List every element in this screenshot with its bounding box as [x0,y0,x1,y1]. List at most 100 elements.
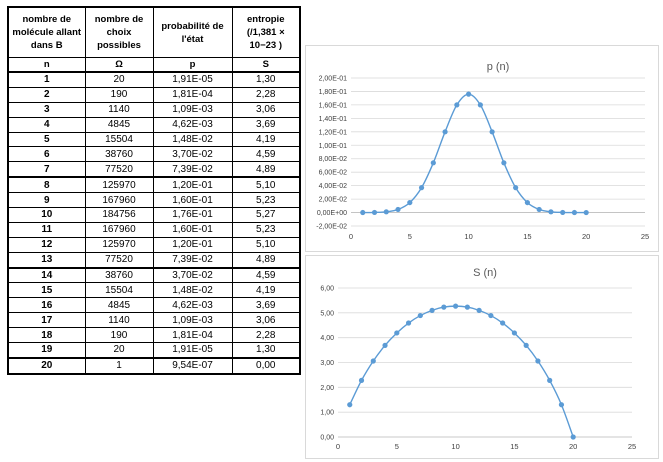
data-point[interactable] [570,434,576,440]
data-point[interactable] [583,209,589,216]
header-choices[interactable]: nombre de choix possibles [84,6,154,58]
cell-omega[interactable]: 77520 [84,161,154,179]
cell-p[interactable]: 7,39E-02 [152,161,233,179]
cell-n[interactable]: 3 [7,101,86,118]
cell-omega[interactable]: 15504 [84,282,154,299]
cell-p[interactable]: 4,62E-03 [152,116,233,133]
data-point[interactable] [383,209,389,215]
table-row[interactable]: 14 38760 3,70E-02 4,59 [7,267,301,284]
data-point[interactable] [536,206,542,213]
header-probability[interactable]: probabilité de l'état [152,6,233,58]
cell-s[interactable]: 5,10 [231,176,301,194]
cell-s[interactable]: 4,89 [231,251,301,269]
data-point[interactable] [347,402,353,408]
header-entropy[interactable]: entropie (/1,381 × 10−23 ) [231,6,301,58]
cell-p[interactable]: 3,70E-02 [152,146,233,163]
cell-s[interactable]: 2,28 [231,86,301,103]
cell-s[interactable]: 3,06 [231,101,301,118]
table-row[interactable]: 10 184756 1,76E-01 5,27 [7,207,301,223]
cell-p[interactable]: 1,20E-01 [152,236,233,253]
cell-n[interactable]: 9 [7,192,86,209]
cell-omega[interactable]: 190 [84,86,154,103]
cell-omega[interactable]: 167960 [84,192,154,209]
table-row[interactable]: 2 190 1,81E-04 2,28 [7,86,301,103]
data-point[interactable] [358,377,365,383]
data-point[interactable] [394,330,400,336]
symbol-n[interactable]: n [7,57,86,73]
symbol-s[interactable]: S [231,57,301,73]
data-point[interactable] [360,209,366,216]
data-point[interactable] [523,342,529,348]
cell-p[interactable]: 1,48E-02 [152,282,233,299]
cell-omega[interactable]: 1140 [84,101,154,118]
table-row[interactable]: 3 1140 1,09E-03 3,06 [7,101,301,118]
data-point[interactable] [501,160,507,166]
cell-omega[interactable]: 4845 [84,116,154,133]
table-row[interactable]: 20 1 9,54E-07 0,00 [7,357,301,375]
cell-omega[interactable]: 125970 [84,236,154,253]
cell-s[interactable]: 4,59 [231,146,301,163]
cell-p[interactable]: 3,70E-02 [152,267,233,284]
cell-omega[interactable]: 4845 [84,297,154,314]
table-row[interactable]: 17 1140 1,09E-03 3,06 [7,312,301,329]
cell-n[interactable]: 15 [7,282,86,299]
cell-p[interactable]: 1,76E-01 [152,207,233,223]
cell-n[interactable]: 19 [7,342,86,359]
data-point[interactable] [454,102,460,108]
table-row[interactable]: 9 167960 1,60E-01 5,23 [7,192,301,209]
cell-s[interactable]: 4,19 [231,282,301,299]
cell-omega[interactable]: 38760 [84,267,154,284]
data-point[interactable] [513,185,519,191]
table-row[interactable]: 12 125970 1,20E-01 5,10 [7,236,301,253]
cell-p[interactable]: 4,62E-03 [152,297,233,314]
cell-omega[interactable]: 184756 [84,207,154,223]
data-point[interactable] [371,209,378,216]
cell-p[interactable]: 7,39E-02 [152,251,233,269]
data-point[interactable] [477,102,483,108]
header-molecules[interactable]: nombre de molécule allant dans B [7,6,86,58]
cell-omega[interactable]: 20 [84,71,154,88]
cell-s[interactable]: 0,00 [231,357,301,375]
data-point[interactable] [453,303,459,309]
cell-n[interactable]: 6 [7,146,86,163]
cell-s[interactable]: 1,30 [231,342,301,359]
table-row[interactable]: 6 38760 3,70E-02 4,59 [7,146,301,163]
data-point[interactable] [441,304,447,310]
cell-n[interactable]: 10 [7,207,86,223]
cell-s[interactable]: 2,28 [231,327,301,344]
cell-omega[interactable]: 1 [84,357,154,375]
cell-omega[interactable]: 190 [84,327,154,344]
cell-omega[interactable]: 77520 [84,251,154,269]
cell-omega[interactable]: 125970 [84,176,154,194]
cell-n[interactable]: 18 [7,327,86,344]
cell-s[interactable]: 3,69 [231,297,301,314]
data-point[interactable] [429,307,435,313]
cell-p[interactable]: 1,09E-03 [152,101,233,118]
data-point[interactable] [464,304,470,310]
chart-s-of-n[interactable]: S (n) 0,00 1,00 2,00 3,00 4,00 5,00 6,00 0 5 10 15 2… [305,255,659,459]
table-row[interactable]: 4 4845 4,62E-03 3,69 [7,116,301,133]
data-point[interactable] [524,199,530,206]
cell-n[interactable]: 4 [7,116,86,133]
data-point[interactable] [417,312,423,319]
table-row[interactable]: 1 20 1,91E-05 1,30 [7,71,301,88]
cell-s[interactable]: 4,59 [231,267,301,284]
data-point[interactable] [395,206,401,213]
data-point[interactable] [548,209,554,215]
cell-p[interactable]: 1,20E-01 [152,176,233,194]
table-row[interactable]: 7 77520 7,39E-02 4,89 [7,161,301,179]
data-point[interactable] [558,402,565,408]
data-point[interactable] [560,209,566,216]
cell-n[interactable]: 14 [7,267,86,284]
table-row[interactable]: 13 77520 7,39E-02 4,89 [7,251,301,269]
data-point[interactable] [418,185,425,191]
cell-p[interactable]: 9,54E-07 [152,357,233,375]
data-point[interactable] [500,320,506,326]
cell-p[interactable]: 1,48E-02 [152,131,233,148]
table-row[interactable]: 16 4845 4,62E-03 3,69 [7,297,301,314]
cell-s[interactable]: 4,19 [231,131,301,148]
cell-s[interactable]: 1,30 [231,71,301,88]
cell-p[interactable]: 1,09E-03 [152,312,233,329]
cell-s[interactable]: 3,69 [231,116,301,133]
cell-n[interactable]: 16 [7,297,86,314]
